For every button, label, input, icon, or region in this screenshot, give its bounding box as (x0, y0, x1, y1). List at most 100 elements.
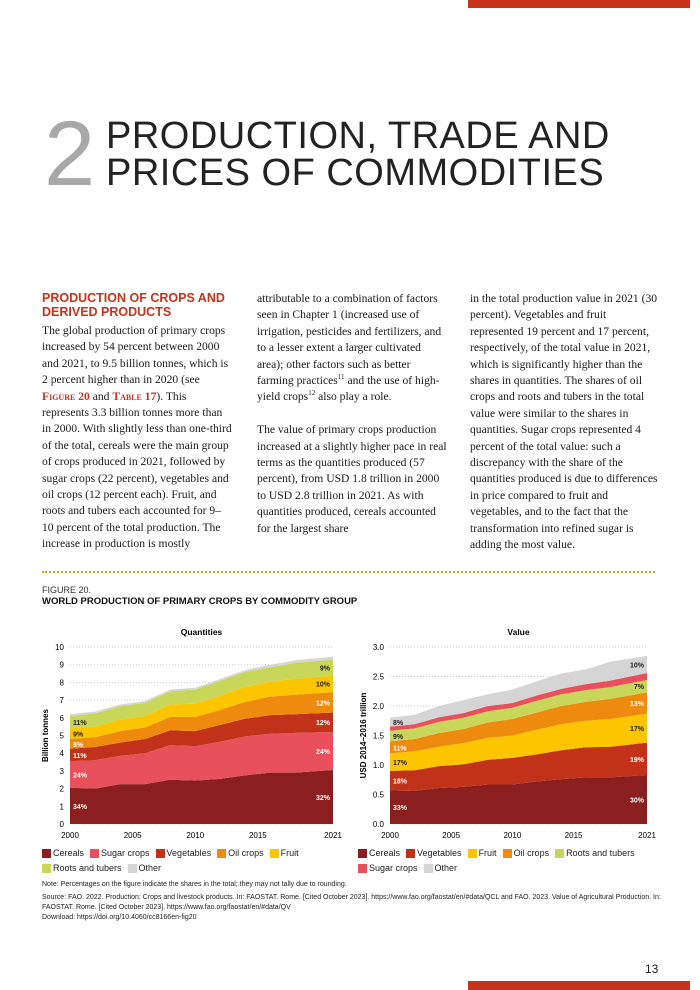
legend-quantities: Cereals Sugar crops Vegetables Oil crops Fru… (42, 848, 342, 873)
legend-swatch (42, 863, 51, 873)
area-fruit (390, 713, 647, 771)
y-tick-label: 0.0 (373, 820, 385, 829)
share-label: 11% (393, 745, 407, 752)
legend-swatch (269, 848, 279, 858)
figure-download: Download: https://doi.org/10.4060/cc8166… (42, 914, 197, 921)
figure-note: Note: Percentages on the figure indicate… (42, 881, 347, 888)
paragraph: in the total production value in 2021 (3… (470, 292, 658, 552)
legend-label: Sugar crops (369, 863, 418, 873)
y-tick-label: 6 (60, 714, 65, 723)
text: The global production of primary crops i… (42, 324, 229, 387)
share-label: 32% (316, 795, 331, 802)
y-tick-label: 9 (60, 661, 65, 670)
share-label: 12% (316, 700, 331, 707)
legend-swatch (42, 848, 51, 858)
top-accent-bar (468, 0, 690, 8)
x-tick-label: 2015 (565, 831, 583, 840)
y-tick-label: 2.0 (373, 702, 385, 711)
area-other (390, 655, 647, 727)
divider (42, 571, 655, 573)
y-tick-label: 10 (55, 643, 64, 652)
legend-label: Oil crops (513, 848, 550, 858)
bottom-accent-bar (468, 981, 690, 990)
legend-label: Fruit (280, 848, 299, 858)
share-label: 9% (320, 665, 331, 672)
legend-swatch (217, 848, 227, 858)
footnote-ref[interactable]: 11 (337, 373, 345, 382)
legend-swatch (555, 848, 565, 858)
y-axis-label: USD 2014–2016 trillion (359, 692, 368, 778)
x-tick-label: 2010 (503, 831, 521, 840)
share-label: 24% (316, 749, 331, 756)
area-sugar-crops (70, 731, 333, 789)
text-column-1: PRODUCTION OF CROPS AND DERIVED PRODUCTS… (42, 291, 232, 569)
footnote-ref[interactable]: 12 (308, 389, 316, 398)
share-label: 11% (73, 720, 87, 727)
y-tick-label: 4 (60, 749, 65, 758)
share-label: 9% (73, 732, 84, 739)
y-tick-label: 7 (60, 696, 65, 705)
text: and (89, 389, 113, 403)
share-label: 8% (393, 720, 404, 727)
share-label: 8% (73, 742, 84, 749)
y-tick-label: 0 (60, 820, 65, 829)
share-label: 18% (393, 779, 408, 786)
share-label: 10% (630, 662, 645, 669)
area-other (70, 656, 333, 717)
page-number: 13 (645, 962, 659, 976)
chapter-title-line: PRODUCTION, TRADE AND (106, 115, 610, 157)
x-tick-label: 2000 (381, 831, 399, 840)
share-label: 17% (393, 760, 408, 767)
share-label: 9% (393, 734, 404, 741)
legend-item: Vegetables (155, 848, 212, 858)
legend-label: Roots and tubers (53, 863, 122, 873)
text-column-2: attributable to a combination of factors… (257, 291, 447, 553)
legend-item: Oil crops (217, 848, 264, 858)
text: attributable to a combination of factors… (257, 292, 442, 388)
legend-item: Sugar crops (358, 863, 418, 873)
figure-link[interactable]: Figure 20 (42, 389, 90, 403)
legend-item: Sugar crops (90, 848, 150, 858)
text-column-3: in the total production value in 2021 (3… (470, 291, 660, 570)
legend-item: Roots and tubers (42, 863, 122, 873)
legend-label: Vegetables (166, 848, 212, 858)
y-tick-label: 1.5 (373, 732, 385, 741)
area-roots-and-tubers (70, 659, 333, 729)
share-label: 30% (630, 798, 645, 805)
legend-item: Roots and tubers (555, 848, 635, 858)
legend-label: Sugar crops (101, 848, 150, 858)
chart-title: Quantities (181, 627, 223, 637)
legend-item: Fruit (467, 848, 497, 858)
legend-label: Oil crops (228, 848, 264, 858)
legend-item: Vegetables (406, 848, 462, 858)
legend-label: Roots and tubers (566, 848, 635, 858)
area-fruit (70, 675, 333, 740)
legend-label: Cereals (53, 848, 85, 858)
table-link[interactable]: Table 17 (112, 389, 157, 403)
share-label: 17% (630, 726, 645, 733)
share-label: 24% (73, 772, 88, 779)
y-axis-label: Billion tonnes (41, 709, 50, 762)
legend-swatch (358, 848, 367, 858)
area-roots-and-tubers (390, 680, 647, 742)
legend-item: Other (127, 863, 161, 873)
legend-item: Fruit (269, 848, 299, 858)
legend-label: Vegetables (417, 848, 462, 858)
chapter-title: PRODUCTION, TRADE AND PRICES OF COMMODIT… (106, 115, 610, 192)
legend-swatch (423, 863, 433, 873)
y-tick-label: 2 (60, 785, 65, 794)
area-vegetables (390, 742, 647, 791)
y-tick-label: 3 (60, 767, 65, 776)
area-vegetables (70, 712, 333, 762)
figure-label: FIGURE 20. (42, 585, 92, 595)
paragraph: attributable to a combination of factors… (257, 291, 447, 406)
area-sugar-crops (390, 672, 647, 731)
legend-swatch (406, 848, 416, 858)
share-label: 12% (316, 720, 331, 727)
figure-source: Source: FAO. 2022. Production: Crops and… (42, 894, 661, 911)
legend-swatch (502, 848, 512, 858)
text: also play a role. (315, 390, 392, 404)
area-oil-crops (390, 692, 647, 754)
legend-item: Other (423, 863, 457, 873)
